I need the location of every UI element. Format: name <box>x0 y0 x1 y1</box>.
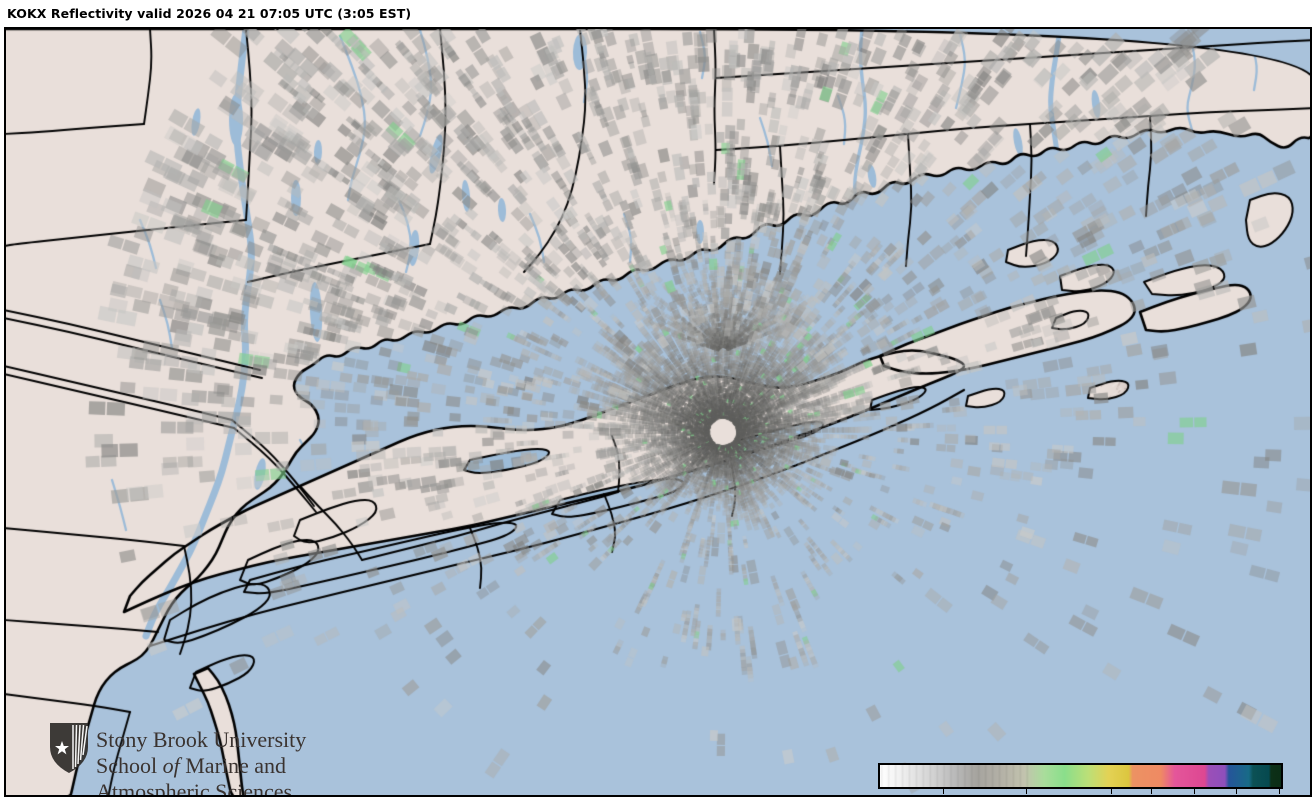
colorbar-tick-label: 80 <box>1269 792 1288 795</box>
colorbar-tick <box>1110 789 1112 794</box>
colorbar-tick <box>1193 789 1195 794</box>
colorbar-gradient <box>880 765 1281 787</box>
colorbar-tick <box>1236 789 1238 794</box>
colorbar-tick <box>1025 789 1027 794</box>
colorbar-tick-label: 0 <box>938 792 948 795</box>
radar-map-canvas[interactable] <box>6 29 1310 795</box>
colorbar-tick <box>1151 789 1153 794</box>
radar-map-frame[interactable]: Stony Brook University School of Marine … <box>4 27 1312 797</box>
title-bar: KOKX Reflectivity valid 2026 04 21 07:05… <box>0 0 1316 27</box>
page-title: KOKX Reflectivity valid 2026 04 21 07:05… <box>7 6 412 21</box>
colorbar-tick <box>1278 789 1280 794</box>
colorbar-tick-label: 50 <box>1142 792 1161 795</box>
colorbar-tick-label: 20 <box>1016 792 1035 795</box>
colorbar-gradient-box <box>878 763 1283 789</box>
colorbar-tick-label: 60 <box>1184 792 1203 795</box>
colorbar-tick <box>942 789 944 794</box>
reflectivity-colorbar: 0 20 40 50 60 70 80 <box>874 759 1294 795</box>
colorbar-tick-label: 70 <box>1227 792 1246 795</box>
colorbar-tick-label: 40 <box>1101 792 1120 795</box>
